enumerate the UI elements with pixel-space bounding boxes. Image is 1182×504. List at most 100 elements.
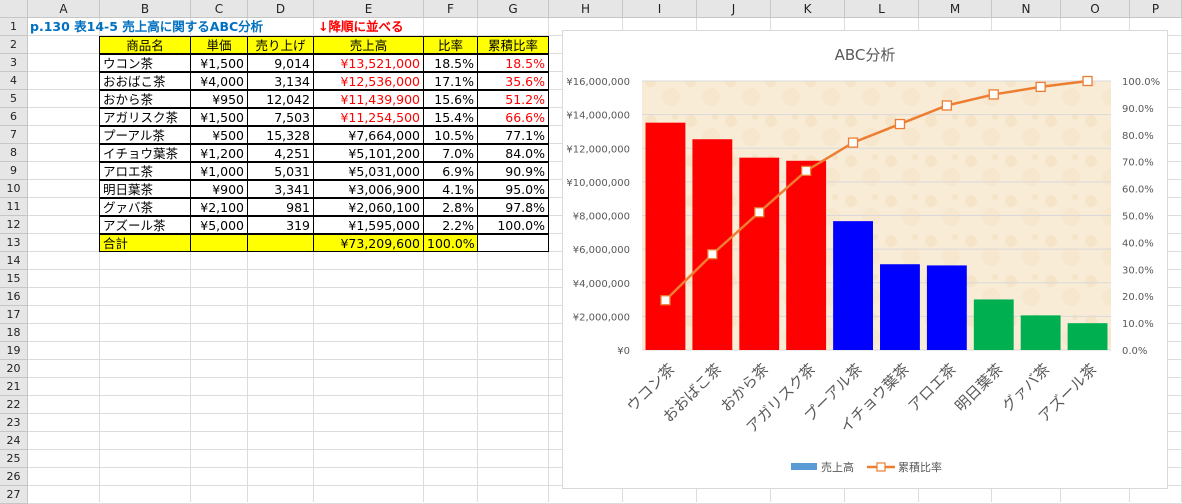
cell-sales[interactable]: ¥7,664,000	[313, 126, 424, 144]
cell-qty[interactable]: 3,134	[247, 72, 314, 90]
total-empty[interactable]	[247, 234, 314, 252]
cell-ratio[interactable]: 17.1%	[423, 72, 478, 90]
total-label[interactable]: 合計	[99, 234, 191, 252]
row-header-3[interactable]: 3	[0, 54, 28, 72]
row-header-6[interactable]: 6	[0, 108, 28, 126]
cell-ratio[interactable]: 2.8%	[423, 198, 478, 216]
column-header-D[interactable]: D	[248, 0, 314, 18]
row-header-24[interactable]: 24	[0, 432, 28, 450]
cell-qty[interactable]: 7,503	[247, 108, 314, 126]
column-header-G[interactable]: G	[478, 0, 549, 18]
row-header-18[interactable]: 18	[0, 324, 28, 342]
header-ratio[interactable]: 比率	[423, 36, 478, 54]
cell-price[interactable]: ¥500	[190, 126, 248, 144]
column-header-L[interactable]: L	[845, 0, 919, 18]
row-header-5[interactable]: 5	[0, 90, 28, 108]
sort-note[interactable]: ↓降順に並べる	[318, 19, 404, 34]
cell-cum[interactable]: 18.5%	[477, 54, 549, 72]
cell-sales[interactable]: ¥12,536,000	[313, 72, 424, 90]
row-header-1[interactable]: 1	[0, 18, 28, 36]
column-header-H[interactable]: H	[549, 0, 623, 18]
column-header-O[interactable]: O	[1061, 0, 1130, 18]
row-header-25[interactable]: 25	[0, 450, 28, 468]
header-name[interactable]: 商品名	[99, 36, 191, 54]
cell-name[interactable]: イチョウ葉茶	[99, 144, 191, 162]
cell-price[interactable]: ¥950	[190, 90, 248, 108]
total-ratio[interactable]: 100.0%	[423, 234, 478, 252]
cell-sales[interactable]: ¥5,031,000	[313, 162, 424, 180]
row-header-11[interactable]: 11	[0, 198, 28, 216]
cell-sales[interactable]: ¥13,521,000	[313, 54, 424, 72]
cell-cum[interactable]: 66.6%	[477, 108, 549, 126]
cell-ratio[interactable]: 15.4%	[423, 108, 478, 126]
column-header-C[interactable]: C	[191, 0, 248, 18]
cell-qty[interactable]: 15,328	[247, 126, 314, 144]
column-header-I[interactable]: I	[623, 0, 697, 18]
cell-name[interactable]: おから茶	[99, 90, 191, 108]
cell-ratio[interactable]: 10.5%	[423, 126, 478, 144]
row-header-13[interactable]: 13	[0, 234, 28, 252]
cell-qty[interactable]: 4,251	[247, 144, 314, 162]
column-header-E[interactable]: E	[314, 0, 424, 18]
column-header-K[interactable]: K	[771, 0, 845, 18]
cell-price[interactable]: ¥5,000	[190, 216, 248, 234]
header-sales[interactable]: 売上高	[313, 36, 424, 54]
cell-cum[interactable]: 77.1%	[477, 126, 549, 144]
row-header-23[interactable]: 23	[0, 414, 28, 432]
cell-qty[interactable]: 981	[247, 198, 314, 216]
cell-sales[interactable]: ¥11,254,500	[313, 108, 424, 126]
row-header-26[interactable]: 26	[0, 468, 28, 486]
cell-qty[interactable]: 5,031	[247, 162, 314, 180]
cell-name[interactable]: グァバ茶	[99, 198, 191, 216]
cell-cum[interactable]: 84.0%	[477, 144, 549, 162]
column-header-F[interactable]: F	[424, 0, 478, 18]
cell-price[interactable]: ¥1,200	[190, 144, 248, 162]
cell-price[interactable]: ¥1,500	[190, 54, 248, 72]
cell-name[interactable]: おおばこ茶	[99, 72, 191, 90]
row-header-12[interactable]: 12	[0, 216, 28, 234]
cell-cum[interactable]: 51.2%	[477, 90, 549, 108]
row-header-8[interactable]: 8	[0, 144, 28, 162]
cell-ratio[interactable]: 7.0%	[423, 144, 478, 162]
cell-ratio[interactable]: 6.9%	[423, 162, 478, 180]
cell-name[interactable]: アズール茶	[99, 216, 191, 234]
abc-chart[interactable]: ABC分析 ¥0 ¥2,000,000 ¥4,000,000 ¥6,000,000 ¥8…	[562, 30, 1168, 489]
cell-cum[interactable]: 35.6%	[477, 72, 549, 90]
cell-qty[interactable]: 319	[247, 216, 314, 234]
column-header-P[interactable]: P	[1130, 0, 1182, 18]
sheet-title[interactable]: p.130 表14-5 売上高に関するABC分析	[30, 19, 264, 34]
cell-qty[interactable]: 3,341	[247, 180, 314, 198]
cell-name[interactable]: ウコン茶	[99, 54, 191, 72]
row-header-9[interactable]: 9	[0, 162, 28, 180]
header-price[interactable]: 単価	[190, 36, 248, 54]
cell-cum[interactable]: 95.0%	[477, 180, 549, 198]
header-cum[interactable]: 累積比率	[477, 36, 549, 54]
row-header-19[interactable]: 19	[0, 342, 28, 360]
row-header-7[interactable]: 7	[0, 126, 28, 144]
cell-qty[interactable]: 12,042	[247, 90, 314, 108]
total-sales[interactable]: ¥73,209,600	[313, 234, 424, 252]
cell-ratio[interactable]: 15.6%	[423, 90, 478, 108]
cell-name[interactable]: プーアル茶	[99, 126, 191, 144]
cell-price[interactable]: ¥1,000	[190, 162, 248, 180]
header-qty[interactable]: 売り上げ	[247, 36, 314, 54]
row-header-27[interactable]: 27	[0, 486, 28, 504]
row-header-2[interactable]: 2	[0, 36, 28, 54]
cell-cum[interactable]: 90.9%	[477, 162, 549, 180]
cell-name[interactable]: アロエ茶	[99, 162, 191, 180]
cell-sales[interactable]: ¥11,439,900	[313, 90, 424, 108]
cell-qty[interactable]: 9,014	[247, 54, 314, 72]
cell-sales[interactable]: ¥1,595,000	[313, 216, 424, 234]
cell-ratio[interactable]: 4.1%	[423, 180, 478, 198]
select-all-corner[interactable]	[0, 0, 28, 18]
column-header-J[interactable]: J	[697, 0, 771, 18]
cell-sales[interactable]: ¥2,060,100	[313, 198, 424, 216]
cell-name[interactable]: アガリスク茶	[99, 108, 191, 126]
row-header-4[interactable]: 4	[0, 72, 28, 90]
row-header-20[interactable]: 20	[0, 360, 28, 378]
cell-price[interactable]: ¥1,500	[190, 108, 248, 126]
cell-cum[interactable]: 100.0%	[477, 216, 549, 234]
column-header-M[interactable]: M	[919, 0, 992, 18]
cell-sales[interactable]: ¥3,006,900	[313, 180, 424, 198]
total-empty[interactable]	[477, 234, 549, 252]
